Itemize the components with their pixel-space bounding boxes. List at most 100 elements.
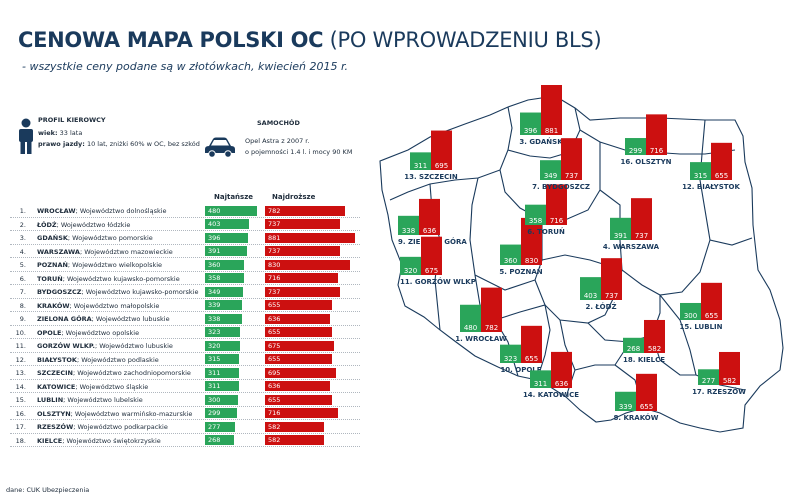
table-row: 9. ZIELONA GÓRA; Województwo lubuskie 338 6… xyxy=(10,312,360,326)
car-info: SAMOCHÓD Opel Astra z 2007 r. o pojemnoś… xyxy=(204,112,384,162)
country-outline xyxy=(379,95,784,433)
bar-most-expensive: 830 xyxy=(265,259,350,270)
region-name: ; Województwo podkarpackie xyxy=(73,423,168,431)
bar-most-expensive: 582 xyxy=(265,435,325,445)
row-separator xyxy=(10,419,360,420)
rank-number: 1. xyxy=(19,207,26,215)
bar-most-expensive: 636 xyxy=(265,313,330,324)
map-value-most-expensive: 655 xyxy=(705,312,718,320)
bar-cheapest: 396 xyxy=(205,232,248,243)
border-lubelskie xyxy=(659,294,746,391)
region-name: ; Województwo wielkopolskie xyxy=(67,261,163,269)
map-value-cheapest: 268 xyxy=(627,345,640,353)
map-value-most-expensive: 881 xyxy=(545,127,558,135)
bar-most-expensive: 655 xyxy=(265,354,332,364)
map-value-most-expensive: 737 xyxy=(565,172,578,180)
rank-number: 17. xyxy=(15,423,26,431)
city-name: OLSZTYN xyxy=(37,409,71,418)
map-bar-cheapest xyxy=(680,302,701,320)
map-value-cheapest: 480 xyxy=(464,324,477,332)
row-separator xyxy=(10,365,360,366)
map-value-most-expensive: 695 xyxy=(435,162,448,170)
bar-cheapest: 320 xyxy=(205,340,240,351)
bar-most-expensive: 636 xyxy=(265,381,330,391)
map-value-cheapest: 311 xyxy=(414,162,427,170)
row-name: KIELCE; Województwo świętokrzyskie xyxy=(37,437,161,445)
row-name: WROCŁAW; Województwo dolnośląskie xyxy=(37,207,167,215)
bar-cheapest: 299 xyxy=(205,408,238,418)
rank-number: 9. xyxy=(19,315,26,323)
region-name: ; Województwo lubuskie xyxy=(91,315,170,323)
map-value-cheapest: 339 xyxy=(619,403,632,411)
border-podlaskie xyxy=(699,119,753,246)
region-name: ; Województwo kujawsko-pomorskie xyxy=(62,274,180,283)
bar-cheapest: 338 xyxy=(205,313,242,324)
car-title: SAMOCHÓD xyxy=(257,119,300,127)
map-value-most-expensive: 716 xyxy=(650,147,664,155)
row-name: LUBLIN; Województwo lubelskie xyxy=(37,396,143,404)
bar-cheapest: 358 xyxy=(205,273,244,283)
column-header-most-expensive: Najdroższe xyxy=(272,193,316,201)
table-row: 16. OLSZTYN; Województwo warmińsko-mazurs… xyxy=(10,407,360,420)
region-name: ; Województwo pomorskie xyxy=(67,234,153,242)
bar-cheapest: 311 xyxy=(205,367,239,378)
source-note: dane: CUK Ubezpieczenia xyxy=(6,486,90,494)
bar-most-expensive: 655 xyxy=(265,394,332,405)
city-name: BYDGOSZCZ xyxy=(37,288,82,296)
city-name: KATOWICE xyxy=(37,382,76,391)
row-name: TORUŃ; Województwo kujawsko-pomorskie xyxy=(37,275,180,283)
map-city-label: 2. ŁÓDŹ xyxy=(585,302,616,311)
map-bar-most-expensive xyxy=(421,236,442,275)
row-separator xyxy=(10,324,360,326)
rank-number: 15. xyxy=(15,396,26,404)
table-row: 3. GDAŃSK; Województwo pomorskie 396 881 xyxy=(10,231,360,245)
map-bar-most-expensive xyxy=(719,351,740,385)
row-separator xyxy=(10,230,360,231)
row-name: OLSZTYN; Województwo warmińsko-mazurskie xyxy=(37,410,192,418)
row-separator xyxy=(10,297,360,299)
rank-number: 5. xyxy=(19,261,26,269)
table-row: 5. POZNAŃ; Województwo wielkopolskie 360 83… xyxy=(10,258,360,272)
row-separator xyxy=(10,216,360,218)
map-bar-cheapest xyxy=(610,217,631,240)
car-icon xyxy=(205,137,235,158)
map-bar-cheapest xyxy=(540,160,561,180)
map-city-label: 11. GORZÓW WLKP xyxy=(400,277,476,286)
bar-cheapest: 300 xyxy=(205,394,238,405)
map-bar-cheapest xyxy=(623,337,644,353)
table-row: 1. WROCŁAW; Województwo dolnośląskie 480 78… xyxy=(10,204,360,218)
row-name: SZCZECIN; Województwo zachodniopomorskie xyxy=(37,369,191,377)
row-separator xyxy=(10,392,360,393)
table-row: 14. KATOWICE; Województwo śląskie 311 636 xyxy=(10,380,360,393)
row-name: OPOLE; Województwo opolskie xyxy=(37,329,139,337)
bar-most-expensive: 716 xyxy=(265,408,339,418)
map-bar-cheapest xyxy=(525,204,546,225)
map-bar-most-expensive xyxy=(601,258,622,300)
map-city-label: 8. KRAKÓW xyxy=(614,413,659,422)
table-row: 10. OPOLE; Województwo opolskie 323 655 xyxy=(10,326,360,339)
age-label: wiek: xyxy=(38,129,58,137)
region-name: ; Województwo podlaskie xyxy=(76,355,159,364)
map-value-cheapest: 349 xyxy=(544,172,557,180)
map-bar-most-expensive xyxy=(631,198,652,240)
map-value-cheapest: 391 xyxy=(614,232,627,240)
row-separator xyxy=(10,405,360,407)
poland-map: 480 782 1. WROCŁAW 403 737 2. ŁÓDŹ 396 881 3. GD… xyxy=(379,85,784,433)
map-bar-cheapest xyxy=(460,304,481,332)
map-city-label: 6. TORUŃ xyxy=(527,227,565,236)
map-bar-cheapest xyxy=(500,244,521,265)
row-separator xyxy=(10,432,360,434)
profile-title: PROFIL KIEROWCY xyxy=(38,116,106,124)
map-value-most-expensive: 655 xyxy=(525,355,538,363)
map-bar-most-expensive xyxy=(521,217,542,265)
bar-cheapest: 391 xyxy=(205,246,248,256)
car-line1: Opel Astra z 2007 r. xyxy=(245,137,310,145)
age-value: 33 lata xyxy=(59,129,83,137)
map-value-cheapest: 299 xyxy=(629,147,642,155)
bar-most-expensive: 737 xyxy=(265,219,341,229)
driver-profile: PROFIL KIEROWCY wiek: 33 lata prawo jazd… xyxy=(14,112,214,162)
row-separator xyxy=(10,270,360,272)
region-name: ; Województwo kujawsko-pomorskie xyxy=(81,288,199,296)
map-value-most-expensive: 655 xyxy=(715,172,728,180)
city-name: BIAŁYSTOK xyxy=(37,355,77,364)
